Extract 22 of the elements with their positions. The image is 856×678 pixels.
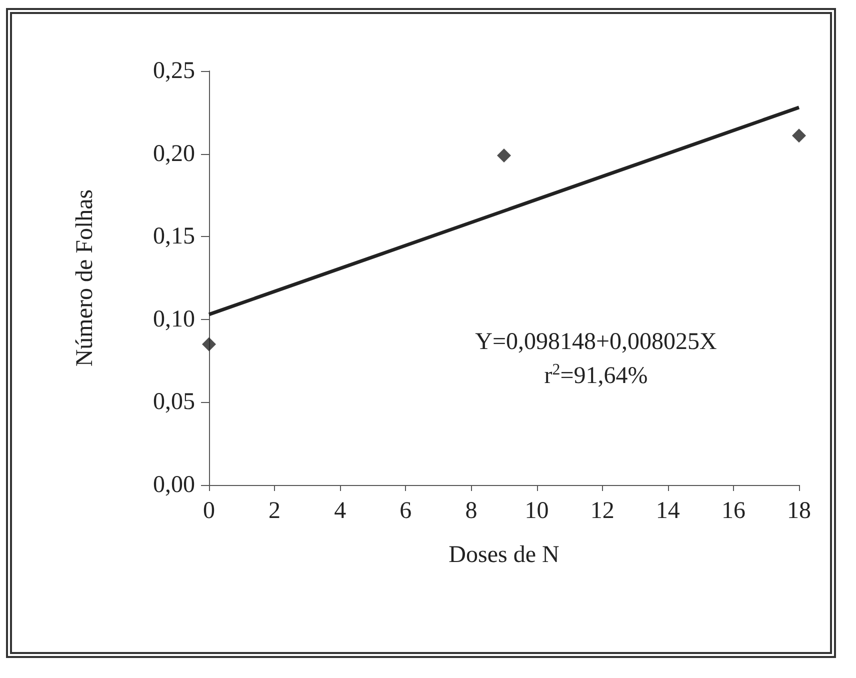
x-axis-title: Doses de N (448, 542, 560, 568)
x-tick-label: 8 (465, 498, 478, 524)
x-tick-label: 18 (787, 498, 811, 524)
x-tick-label: 2 (268, 498, 281, 524)
point (497, 148, 511, 162)
y-axis-title: Número de Folhas (72, 189, 98, 367)
x-tick-label: 10 (524, 498, 549, 524)
y-tick-label: 0,20 (153, 140, 195, 167)
y-tick-label: 0,15 (153, 224, 195, 250)
x-tick-label: 14 (656, 498, 680, 524)
x-tick-label: 4 (334, 498, 346, 524)
x-tick-label: 16 (721, 498, 746, 524)
point (202, 337, 216, 352)
x-tick-label: 12 (590, 498, 614, 524)
x-tick-label: 0 (203, 498, 215, 524)
y-tick-label: 0,25 (153, 58, 195, 84)
point (792, 128, 806, 143)
y-tick-label: 0,00 (153, 472, 195, 498)
x-tick-label: 6 (400, 498, 412, 524)
y-tick-label: 0,05 (153, 389, 195, 416)
annotation: Y=0,098148+0,008025X (475, 329, 717, 355)
y-tick-label: 0,10 (153, 306, 195, 332)
